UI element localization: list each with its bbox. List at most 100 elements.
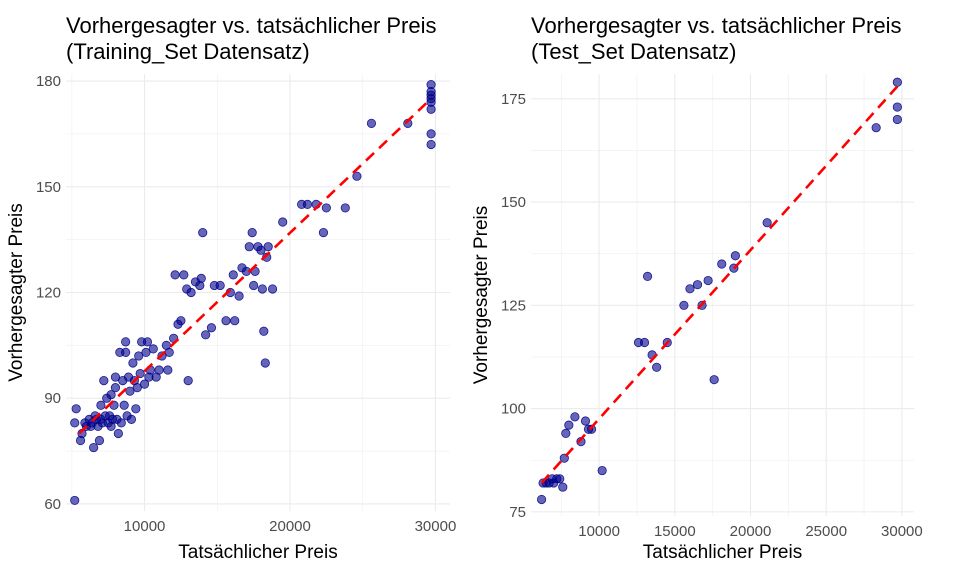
data-point xyxy=(196,273,206,284)
reference-line xyxy=(78,97,432,435)
data-point xyxy=(558,482,568,492)
data-point xyxy=(119,400,129,410)
y-tick-label: 150 xyxy=(501,194,526,211)
data-point xyxy=(692,280,703,290)
data-point xyxy=(249,280,259,291)
chart-title: Vorhergesagter vs. tatsächlicher Preis (… xyxy=(531,13,902,65)
data-point xyxy=(259,326,269,336)
data-point xyxy=(221,316,231,326)
chart-title-line-2: (Training_Set Datensatz) xyxy=(66,39,310,64)
data-point xyxy=(215,280,225,291)
y-axis-title: Vorhergesagter Preis xyxy=(471,206,492,385)
data-point xyxy=(206,323,217,333)
y-tick-label: 90 xyxy=(44,390,61,407)
data-point xyxy=(164,347,174,358)
data-point xyxy=(230,316,240,326)
x-tick-label: 20000 xyxy=(730,523,772,540)
data-point xyxy=(198,227,208,238)
data-point xyxy=(679,300,689,310)
data-point xyxy=(570,412,580,422)
chart-title-line-2: (Test_Set Datensatz) xyxy=(531,39,737,64)
y-tick-label: 75 xyxy=(509,504,526,521)
chart-title-line-1: Vorhergesagter vs. tatsächlicher Preis xyxy=(66,13,437,38)
data-point xyxy=(176,316,186,326)
y-tick-label: 120 xyxy=(36,285,61,302)
major-gridlines xyxy=(531,74,914,516)
data-point xyxy=(70,418,80,428)
data-point xyxy=(141,347,151,358)
data-point xyxy=(892,77,902,87)
y-tick-label: 125 xyxy=(501,297,526,314)
reference-line xyxy=(540,85,899,484)
y-axis-title: Vorhergesagter Preis xyxy=(6,203,27,382)
x-tick-label: 20000 xyxy=(269,518,311,535)
data-point xyxy=(71,404,81,414)
data-point xyxy=(318,227,329,238)
data-point xyxy=(126,414,137,424)
scatter-plot-training: 10000 20000 30000 60 90 120 150 180 Tatsächliche… xyxy=(6,73,456,563)
data-point xyxy=(134,351,144,361)
x-tick-label: 10000 xyxy=(124,518,166,535)
x-tick-label: 25000 xyxy=(805,523,847,540)
data-point xyxy=(652,362,662,372)
data-point xyxy=(125,386,135,396)
data-point xyxy=(555,474,565,484)
data-point xyxy=(639,337,650,348)
data-point xyxy=(426,139,436,150)
data-point xyxy=(717,259,727,269)
data-point xyxy=(709,375,719,385)
data-point xyxy=(260,358,270,368)
data-point xyxy=(228,270,238,280)
data-point xyxy=(892,114,902,125)
data-point xyxy=(703,275,713,286)
x-tick-label: 15000 xyxy=(654,523,696,540)
data-point xyxy=(426,79,436,90)
data-point xyxy=(536,494,547,505)
data-point xyxy=(267,284,278,294)
chart-panel-training: Vorhergesagter vs. tatsächlicher Preis (… xyxy=(6,13,456,563)
data-point xyxy=(110,383,121,393)
data-point xyxy=(116,418,126,428)
y-tick-label: 175 xyxy=(501,91,526,108)
data-points xyxy=(70,79,436,506)
data-point xyxy=(871,123,881,133)
data-point xyxy=(234,291,244,301)
data-point xyxy=(586,424,597,434)
chart-title-line-1: Vorhergesagter vs. tatsächlicher Preis xyxy=(531,13,902,38)
y-tick-label: 180 xyxy=(36,73,61,90)
data-point xyxy=(321,203,331,213)
x-tick-label: 10000 xyxy=(578,523,620,540)
x-axis-title: Tatsächlicher Preis xyxy=(178,542,337,563)
data-point xyxy=(762,218,772,228)
x-tick-label: 30000 xyxy=(881,523,923,540)
data-point xyxy=(183,376,193,386)
data-point xyxy=(89,442,99,453)
data-point xyxy=(96,400,106,410)
data-point xyxy=(892,102,902,112)
data-point xyxy=(179,270,189,280)
chart-title: Vorhergesagter vs. tatsächlicher Preis (… xyxy=(66,13,437,65)
data-point xyxy=(580,416,591,426)
data-point xyxy=(244,242,254,252)
minor-gridlines xyxy=(531,74,914,516)
data-point xyxy=(121,347,131,358)
data-point xyxy=(256,245,266,255)
data-point xyxy=(201,330,211,340)
y-tick-label: 150 xyxy=(36,179,61,196)
data-point xyxy=(642,271,653,282)
x-axis-title: Tatsächlicher Preis xyxy=(643,542,802,563)
data-point xyxy=(564,420,574,430)
data-point xyxy=(131,404,141,414)
data-point xyxy=(121,337,131,347)
data-point xyxy=(163,365,173,375)
major-gridlines xyxy=(66,74,450,511)
data-point xyxy=(730,251,740,261)
data-point xyxy=(148,344,158,354)
data-point xyxy=(154,365,164,375)
data-point xyxy=(132,383,142,393)
data-point xyxy=(70,495,80,506)
data-point xyxy=(113,428,123,439)
data-point xyxy=(257,284,267,294)
data-point xyxy=(94,435,105,446)
data-point xyxy=(247,227,257,238)
